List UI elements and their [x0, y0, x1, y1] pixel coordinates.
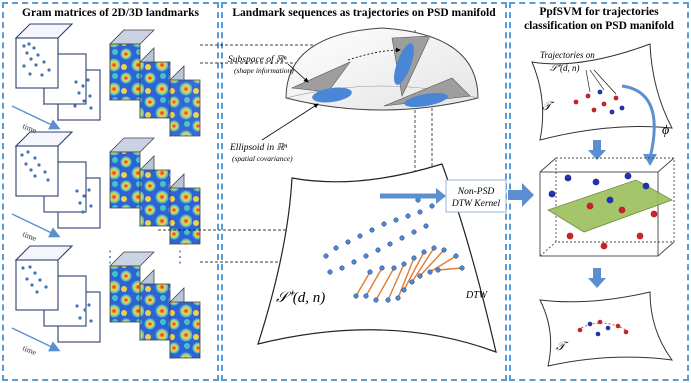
- dtw-label: DTW: [465, 290, 489, 301]
- dtw-alignment-lines: [355, 247, 463, 301]
- down-arrow-2-shaft: [593, 268, 601, 278]
- manifold-label: 𝒮⁺(d, n): [276, 290, 325, 306]
- panel-title-right-1: PpfSVM for trajectories: [539, 6, 659, 18]
- phi-arrow-head: [643, 154, 657, 166]
- ellipsis-vertical-1: ⋮: [102, 249, 118, 266]
- gram-row: [11, 23, 201, 137]
- panel-title-left: Gram matrices of 2D/3D landmarks: [22, 7, 199, 19]
- trajectory-points: [323, 197, 465, 303]
- ellipsoid-label-line1: Ellipsoid in ℝⁿ: [229, 143, 287, 153]
- transfer-arrow-shaft: [508, 190, 522, 200]
- kernel-label-line1: Non-PSD: [457, 187, 495, 197]
- ellipsis-vertical-2: ⋮: [172, 249, 188, 266]
- gram-row-3: [11, 245, 201, 359]
- subspace-label-line2: (shape information): [234, 66, 294, 75]
- traj-label-line1: Trajectories on: [540, 50, 595, 60]
- down-arrow-1-head: [588, 150, 606, 160]
- panel-title-right-2: classification on PSD manifold: [524, 20, 674, 32]
- cube-points: [548, 172, 658, 250]
- ellipsoid-label-line2: (spatial covariance): [232, 154, 293, 163]
- kernel-label-line2: DTW Kernel: [451, 199, 501, 209]
- panel-title-middle: Landmark sequences as trajectories on PS…: [232, 7, 496, 19]
- top-points: [573, 89, 625, 115]
- phi-arrow: [621, 84, 656, 159]
- down-arrow-1-shaft: [593, 140, 601, 150]
- bottom-points: [577, 319, 629, 337]
- landmark-points: [22, 42, 93, 110]
- separating-hyperplane: [547, 179, 673, 233]
- down-arrow-2-head: [588, 278, 606, 288]
- feature-space-cube: [539, 157, 675, 257]
- panel-gram-matrices: [2, 2, 219, 381]
- phi-label: ϕ: [662, 123, 669, 138]
- traj-pointers: [585, 69, 617, 95]
- traj-label-line2: 𝒮⁺(d, n): [550, 63, 580, 73]
- gram-row-2: [11, 131, 201, 245]
- time-label-2: time: [21, 230, 38, 244]
- psd-manifold: [257, 163, 497, 353]
- kernel-box: [445, 179, 507, 213]
- hemisphere: [285, 27, 479, 111]
- time-label-3: time: [21, 344, 38, 358]
- subspace-label-line1: Subspace of ℝⁿ: [228, 54, 287, 65]
- transfer-arrow-head: [522, 183, 534, 207]
- kernel-arrow-head: [436, 188, 446, 204]
